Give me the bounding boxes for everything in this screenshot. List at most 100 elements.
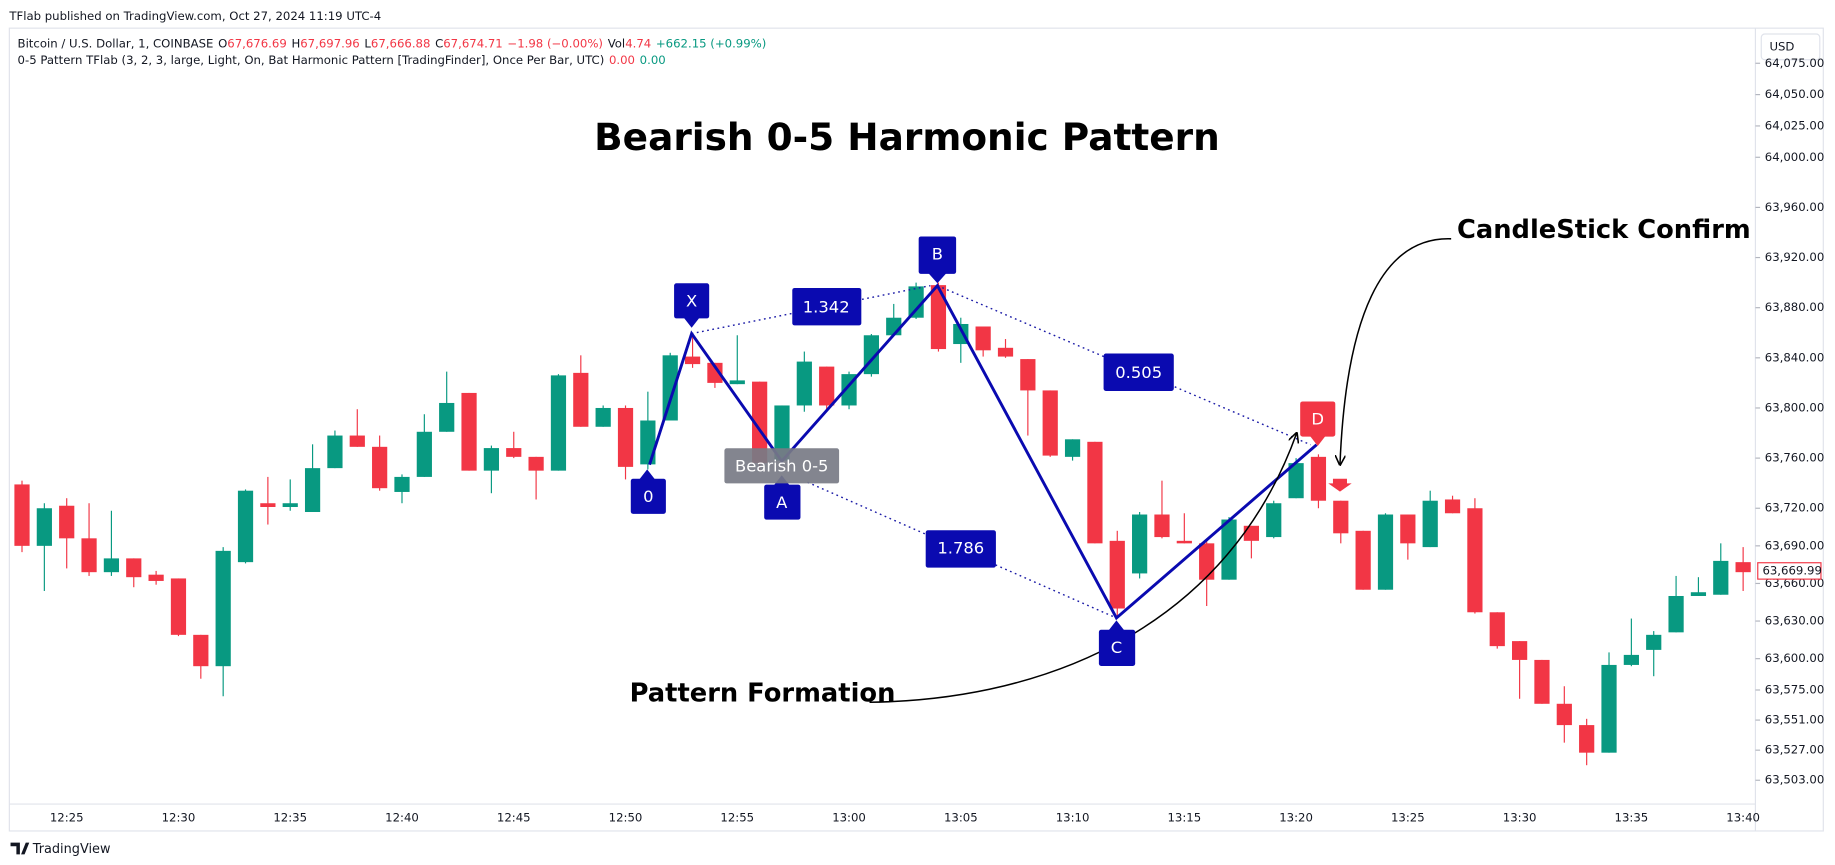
candle-body <box>193 634 209 667</box>
ratio-box <box>925 530 996 568</box>
currency-label: USD <box>1769 39 1794 53</box>
pattern-name: Bearish 0-5 <box>735 457 829 476</box>
candle-body <box>1646 634 1662 650</box>
ohlc-value: 67,676.69 <box>227 36 286 50</box>
candle-body <box>550 375 567 471</box>
sell-signal <box>1328 478 1352 492</box>
x-tick-label: 13:00 <box>832 811 866 825</box>
point-box <box>764 484 801 520</box>
candle-body <box>1444 499 1461 514</box>
point-label: X <box>686 292 697 311</box>
symbol: Bitcoin / U.S. Dollar, 1, COINBASE <box>18 36 214 50</box>
point-box <box>630 478 666 514</box>
candle-body <box>327 435 343 469</box>
vol-key: Vol <box>608 36 626 50</box>
indicator-legend: 0-5 Pattern TFlab (3, 2, 3, large, Light… <box>18 52 666 66</box>
y-tick-label: 64,050.00 <box>1765 87 1824 101</box>
candle-body <box>394 476 410 492</box>
y-tick-label: 63,800.00 <box>1765 400 1824 414</box>
x-tick-label: 12:25 <box>50 811 84 825</box>
x-tick-label: 13:40 <box>1726 811 1760 825</box>
vol-change: +662.15 (+0.99%) <box>656 36 766 50</box>
candle-body <box>908 286 924 318</box>
candle-body <box>170 578 187 635</box>
candle-body <box>1422 500 1438 548</box>
candle-body <box>304 468 321 513</box>
y-tick-label: 63,760.00 <box>1765 451 1824 465</box>
candle-body <box>1221 519 1237 580</box>
candle-body <box>1601 664 1617 753</box>
candle-body <box>1154 514 1170 538</box>
candle-body <box>1735 562 1751 573</box>
point-label: B <box>932 245 943 264</box>
candle-body <box>59 505 75 539</box>
y-tick-label: 64,075.00 <box>1765 56 1824 70</box>
y-tick-label: 63,551.00 <box>1765 713 1824 727</box>
confirm-annotation: CandleStick Confirm <box>1457 215 1751 245</box>
candle-body <box>1109 540 1125 609</box>
y-tick-label: 63,630.00 <box>1765 614 1824 628</box>
point-box <box>674 283 710 319</box>
y-tick-label: 64,000.00 <box>1765 150 1824 164</box>
candle-body <box>729 380 745 385</box>
y-tick-label: 63,503.00 <box>1765 773 1824 787</box>
x-tick-label: 13:10 <box>1056 811 1090 825</box>
point-label: C <box>1111 638 1122 657</box>
x-tick-label: 13:35 <box>1615 811 1649 825</box>
publisher-line: TFlab published on TradingView.com, Oct … <box>8 9 381 23</box>
candle-body <box>1377 514 1394 590</box>
candle-body <box>103 558 120 573</box>
candle-body <box>81 538 97 573</box>
candle-body <box>506 448 522 457</box>
candle-body <box>662 355 678 421</box>
candle-body <box>36 508 52 546</box>
candle-body <box>1467 508 1483 613</box>
x-tick-label: 12:35 <box>273 811 307 825</box>
chart-title: Bearish 0-5 Harmonic Pattern <box>594 115 1220 159</box>
candle-body <box>215 550 231 667</box>
candle-body <box>1243 525 1259 541</box>
y-tick-label: 63,527.00 <box>1765 743 1824 757</box>
point-label: A <box>776 493 788 512</box>
ohlc-value: 67,674.71 <box>443 36 502 50</box>
y-tick-label: 63,690.00 <box>1765 538 1824 552</box>
candle-body <box>1288 463 1304 499</box>
ohlc-key: H <box>291 36 300 50</box>
candle-body <box>1534 659 1550 704</box>
ratio-box <box>1103 353 1174 391</box>
candle-body <box>1355 530 1371 590</box>
indicator-value: 0.00 <box>640 52 666 66</box>
x-tick-label: 12:50 <box>609 811 643 825</box>
formation-annotation: Pattern Formation <box>630 679 896 709</box>
candle-body <box>237 490 254 563</box>
candle-body <box>1020 359 1036 391</box>
candle-body <box>483 448 500 471</box>
ohlc-value: 67,666.88 <box>371 36 430 50</box>
candle-body <box>1176 540 1192 544</box>
x-tick-label: 12:30 <box>162 811 196 825</box>
x-tick-label: 12:45 <box>497 811 531 825</box>
vol: 4.74 <box>625 36 651 50</box>
candle-body <box>14 484 30 546</box>
x-tick-label: 13:15 <box>1167 811 1201 825</box>
candle-body <box>1310 456 1327 501</box>
currency-button[interactable] <box>1760 33 1821 61</box>
candle-body <box>349 435 365 447</box>
ohlc-key: L <box>364 36 371 50</box>
candle-body <box>1512 641 1528 660</box>
candle-body <box>1579 725 1595 753</box>
ohlc-value: 67,697.96 <box>300 36 359 50</box>
candle-body <box>1333 500 1349 534</box>
y-tick-label: 63,920.00 <box>1765 250 1824 264</box>
indicator: 0-5 Pattern TFlab (3, 2, 3, large, Light… <box>18 52 605 66</box>
ratio-label: 1.786 <box>937 538 984 557</box>
candle-body <box>416 431 432 477</box>
ratio-label: 0.505 <box>1115 363 1162 382</box>
candle-body <box>819 366 835 406</box>
point-pointer <box>1108 620 1125 631</box>
bd-dotted <box>937 284 1311 446</box>
candle-body <box>886 317 902 336</box>
y-tick-label: 63,840.00 <box>1765 350 1824 364</box>
candle-body <box>1064 439 1081 457</box>
point-pointer <box>638 469 656 480</box>
